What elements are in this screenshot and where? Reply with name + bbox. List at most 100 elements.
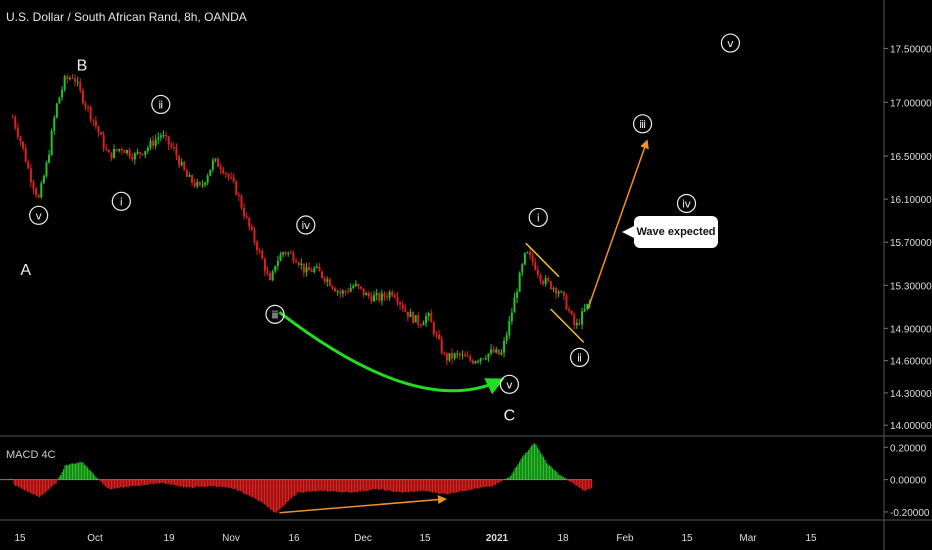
candle-body [477, 360, 480, 362]
macd-bar [499, 479, 501, 482]
macd-bar [565, 478, 567, 480]
candle-body [206, 175, 209, 183]
macd-bar [148, 479, 150, 485]
candle-body [393, 295, 396, 298]
macd-bar [291, 479, 293, 499]
candle-body [37, 195, 40, 198]
macd-bar [351, 479, 353, 493]
macd-bar [76, 463, 78, 480]
macd-bar [294, 479, 296, 497]
macd-bar [510, 475, 512, 480]
macd-bar [144, 479, 146, 486]
macd-bar [562, 476, 564, 480]
candle-body [443, 353, 446, 355]
wave-expected-callout: Wave expected [622, 216, 718, 248]
macd-bar [190, 479, 192, 488]
candle-body [279, 254, 282, 262]
macd-bar [355, 479, 357, 493]
macd-bar [91, 472, 93, 480]
macd-bar [283, 479, 285, 506]
candle-body [404, 308, 407, 312]
candle-body [250, 226, 253, 230]
macd-bar [544, 460, 546, 480]
macd-bar [90, 470, 92, 480]
price-tick-label: 16.10000 [890, 195, 932, 206]
candle-body [240, 196, 243, 208]
candle-body [321, 271, 324, 278]
macd-bar [459, 479, 461, 492]
candle-body [105, 148, 108, 150]
candle-body [370, 296, 373, 302]
candle-body [542, 280, 545, 285]
candle-body [516, 291, 519, 298]
macd-bar [79, 462, 81, 480]
macd-bar [142, 479, 144, 486]
candle-body [113, 149, 116, 158]
macd-bar [555, 470, 557, 480]
macd-bar [124, 479, 126, 488]
macd-bar [424, 479, 426, 492]
price-tick-label: 17.00000 [890, 98, 932, 109]
macd-bar [150, 479, 152, 484]
macd-bar [255, 479, 257, 499]
macd-bar [48, 479, 50, 490]
macd-bar [153, 479, 155, 485]
macd-bar [534, 443, 536, 480]
macd-bar [427, 479, 429, 492]
candle-body [141, 153, 144, 155]
macd-bar [139, 479, 141, 486]
macd-bar [103, 479, 105, 486]
candle-body [484, 358, 487, 360]
candle-body [529, 252, 532, 256]
macd-bar [133, 479, 135, 486]
candle-body [271, 271, 274, 281]
macd-bar [177, 479, 179, 486]
macd-bar [538, 449, 540, 480]
macd-bar [141, 479, 143, 485]
wave-marker-label: ⅴ [506, 378, 513, 391]
macd-bar [73, 463, 75, 480]
macd-bar [241, 479, 243, 493]
macd-bar [589, 479, 591, 490]
candle-body [331, 286, 334, 289]
candle-body [14, 117, 17, 128]
candle-body [68, 77, 71, 80]
candle-body [295, 261, 298, 263]
candle-body [133, 153, 136, 160]
candle-body [29, 168, 32, 183]
candle-body [367, 293, 370, 297]
channel-upper-line[interactable] [525, 242, 560, 278]
candle-body [383, 293, 386, 297]
candle-body [578, 323, 581, 325]
macd-indicator-label[interactable]: MACD 4C [6, 449, 56, 461]
macd-bar [420, 479, 422, 492]
macd-bar [219, 479, 221, 487]
price-tick-label: 15.30000 [890, 281, 932, 292]
candle-body [136, 152, 139, 154]
macd-bar [31, 479, 33, 495]
candle-body [352, 285, 355, 288]
candle-body [198, 181, 201, 185]
macd-bar [132, 479, 134, 487]
macd-bar [532, 444, 534, 480]
macd-bar [444, 479, 446, 494]
macd-bar [234, 479, 236, 490]
macd-bar [138, 479, 140, 487]
macd-bar [397, 479, 399, 492]
candle-body [266, 271, 269, 274]
candle-body [339, 291, 342, 294]
channel-lower-line[interactable] [550, 308, 585, 343]
macd-bar [330, 479, 332, 492]
macd-bar [489, 479, 491, 487]
candle-body [440, 338, 443, 354]
candle-body [503, 340, 506, 353]
time-tick-label: Oct [87, 533, 103, 544]
macd-bar [34, 479, 36, 495]
candle-body [191, 175, 194, 183]
candle-body [552, 288, 555, 290]
wave-marker-circle [720, 33, 741, 53]
macd-bar [472, 479, 474, 490]
macd-bar [286, 479, 288, 502]
macd-bar [277, 479, 279, 511]
